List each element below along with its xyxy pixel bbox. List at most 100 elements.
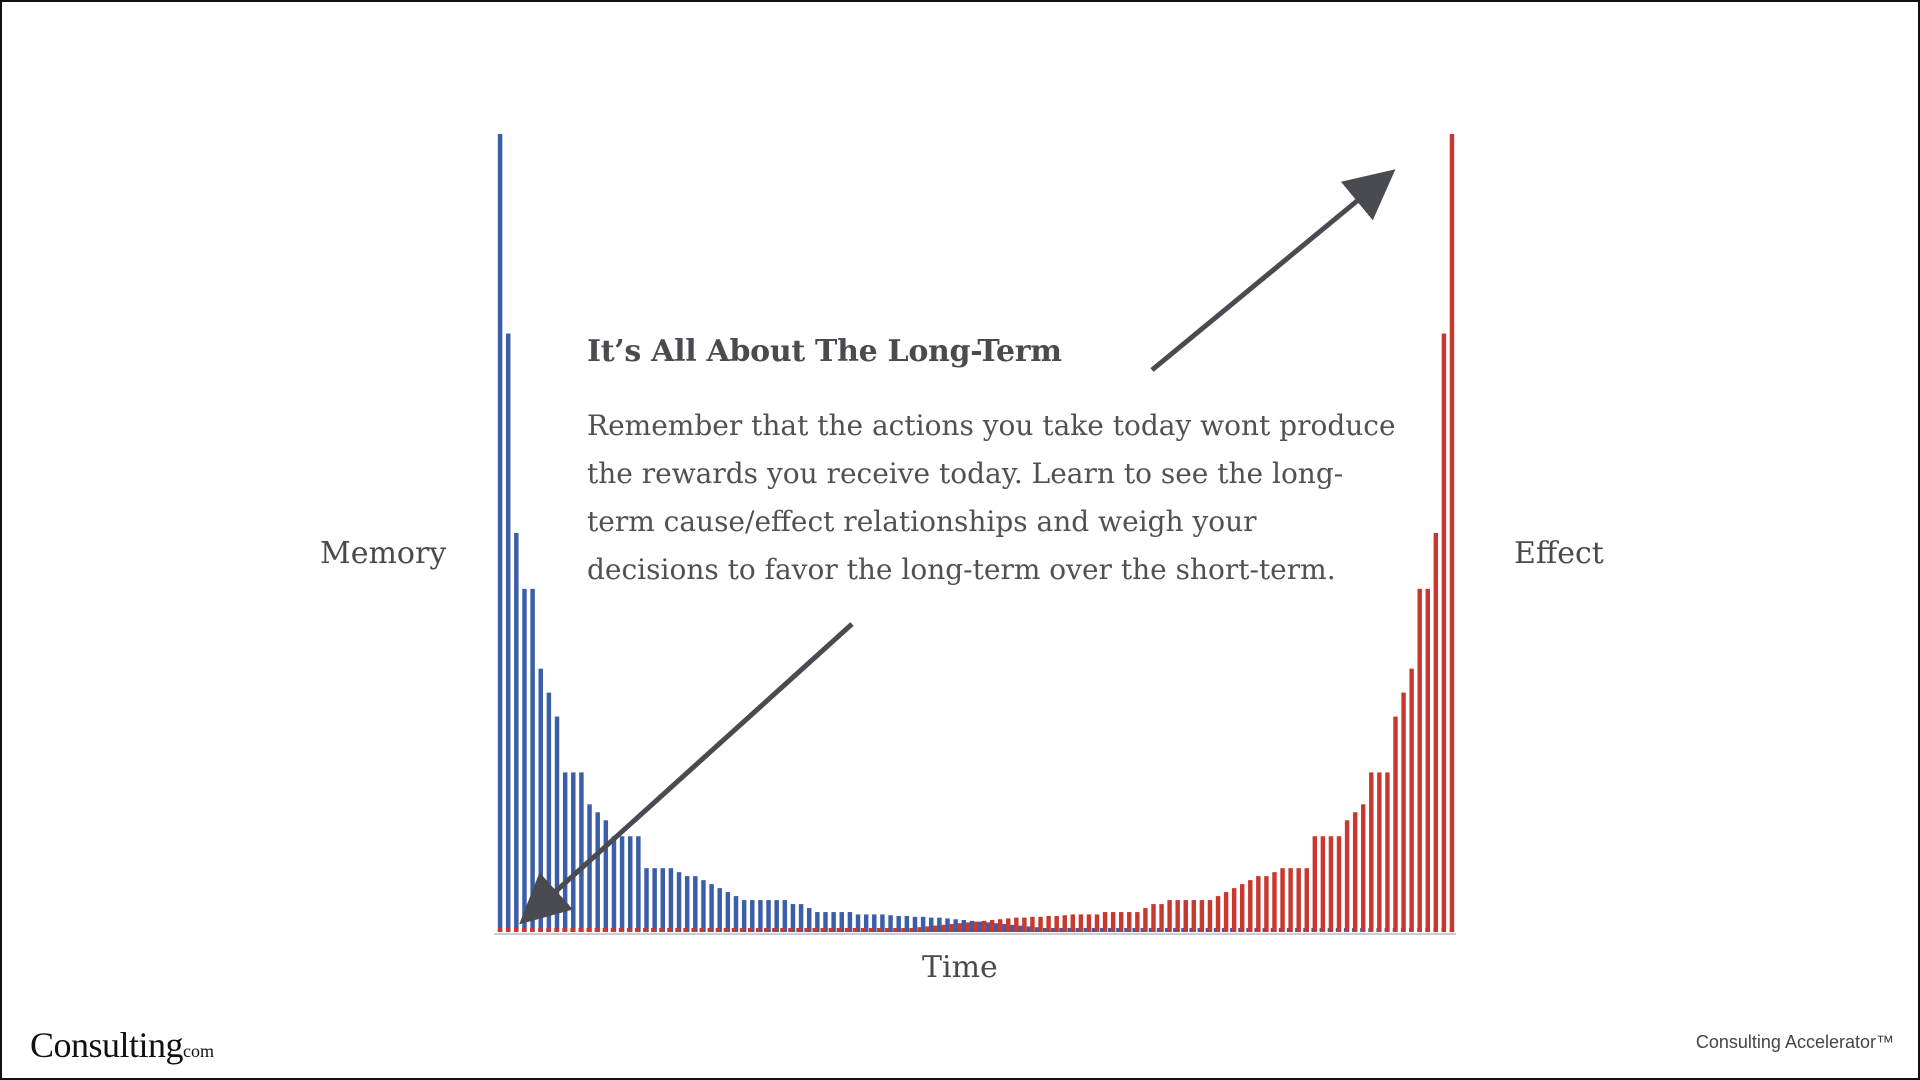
effect-bar-96 (1272, 872, 1277, 932)
effect-bar-55 (941, 924, 946, 932)
effect-bar-56 (949, 924, 955, 932)
memory-bar-41 (831, 912, 836, 932)
memory-bar-61 (994, 923, 999, 932)
memory-bar-82 (1164, 928, 1170, 932)
effect-bar-43 (844, 928, 850, 932)
consulting-logo: Consultingcom (30, 1024, 214, 1066)
effect-bar-102 (1320, 836, 1326, 932)
memory-bar-14 (611, 836, 617, 932)
memory-bar-67 (1042, 928, 1048, 932)
memory-bar-32 (758, 900, 763, 932)
effect-bar-97 (1280, 868, 1285, 932)
effect-bar-94 (1256, 876, 1261, 932)
memory-bar-74 (1099, 928, 1105, 932)
effect-bar-105 (1344, 820, 1350, 932)
effect-bar-25 (699, 928, 704, 932)
effect-bar-15 (618, 928, 624, 932)
effect-bar-65 (1022, 917, 1027, 932)
memory-bar-47 (880, 914, 885, 932)
memory-bar-56 (953, 919, 958, 932)
memory-bar-73 (1091, 928, 1097, 932)
effect-bar-20 (659, 928, 664, 932)
memory-bar-28 (725, 892, 731, 932)
effect-bar-2 (513, 928, 519, 932)
effect-bar-116 (1433, 533, 1439, 932)
effect-bar-35 (780, 928, 785, 932)
memory-bar-26 (709, 884, 714, 932)
effect-bar-109 (1377, 772, 1382, 932)
effect-bar-113 (1409, 668, 1414, 932)
effect-bar-64 (1014, 917, 1019, 932)
effect-bar-57 (957, 923, 963, 932)
memory-bar-31 (750, 900, 755, 932)
memory-bar-70 (1067, 928, 1072, 932)
memory-bar-18 (644, 868, 649, 932)
effect-bar-40 (820, 928, 825, 932)
effect-bar-85 (1183, 900, 1188, 932)
y-axis-label-right: Effect (1514, 536, 1604, 571)
effect-bar-86 (1191, 900, 1197, 932)
effect-bar-27 (715, 928, 721, 932)
memory-bar-85 (1189, 928, 1194, 932)
memory-bar-1 (505, 333, 511, 932)
effect-bar-36 (788, 928, 793, 932)
effect-bar-18 (643, 928, 648, 932)
memory-bar-0 (497, 134, 503, 932)
effect-bar-114 (1417, 588, 1422, 932)
memory-bar-43 (847, 912, 853, 932)
memory-bar-71 (1075, 928, 1080, 932)
memory-bar-2 (514, 533, 519, 932)
effect-bar-91 (1231, 888, 1237, 932)
logo-main-text: Consulting (30, 1025, 184, 1065)
effect-bar-8 (562, 928, 567, 932)
effect-bar-117 (1441, 333, 1447, 932)
memory-bar-83 (1173, 928, 1178, 932)
effect-bar-99 (1296, 868, 1301, 932)
effect-bar-82 (1159, 904, 1164, 932)
effect-bar-48 (885, 928, 890, 932)
effect-bar-79 (1135, 912, 1140, 932)
memory-bar-21 (668, 868, 674, 932)
memory-bar-69 (1059, 928, 1064, 932)
memory-bar-59 (977, 921, 983, 932)
effect-bar-19 (651, 928, 656, 932)
effect-bar-44 (852, 928, 858, 932)
effect-bar-62 (997, 919, 1003, 932)
memory-bar-27 (717, 888, 722, 932)
effect-bar-59 (973, 921, 979, 932)
memory-bar-53 (929, 917, 934, 932)
effect-bar-28 (723, 928, 729, 932)
effect-bar-66 (1030, 916, 1035, 932)
effect-bar-72 (1078, 914, 1084, 932)
effect-bar-42 (836, 928, 842, 932)
logo-sub-text: com (183, 1041, 215, 1061)
effect-bar-49 (893, 928, 898, 932)
effect-bar-100 (1304, 868, 1309, 932)
memory-bar-62 (1002, 924, 1007, 932)
effect-bar-74 (1094, 914, 1100, 932)
memory-series (497, 134, 1455, 932)
memory-bar-22 (676, 872, 682, 932)
memory-bar-11 (587, 804, 592, 932)
effect-bar-5 (538, 928, 543, 932)
effect-bar-47 (876, 928, 882, 932)
effect-bar-70 (1062, 915, 1067, 932)
effect-bar-31 (747, 928, 753, 932)
effect-bar-11 (586, 928, 591, 932)
effect-bar-32 (755, 928, 761, 932)
memory-bar-55 (945, 918, 950, 932)
effect-bar-67 (1038, 916, 1043, 932)
memory-bar-10 (579, 772, 584, 932)
memory-bar-75 (1108, 928, 1113, 932)
memory-bar-78 (1132, 928, 1137, 932)
memory-bar-48 (888, 915, 893, 932)
memory-bar-12 (595, 812, 600, 932)
memory-bar-60 (985, 922, 991, 932)
y-axis-label-left: Memory (320, 536, 447, 571)
effect-bar-14 (610, 928, 616, 932)
memory-bar-84 (1181, 928, 1186, 932)
memory-bar-20 (660, 868, 666, 932)
effect-bar-0 (497, 928, 503, 932)
footer-brand: Consulting Accelerator™ (1695, 1032, 1894, 1052)
effect-bar-61 (989, 920, 995, 932)
